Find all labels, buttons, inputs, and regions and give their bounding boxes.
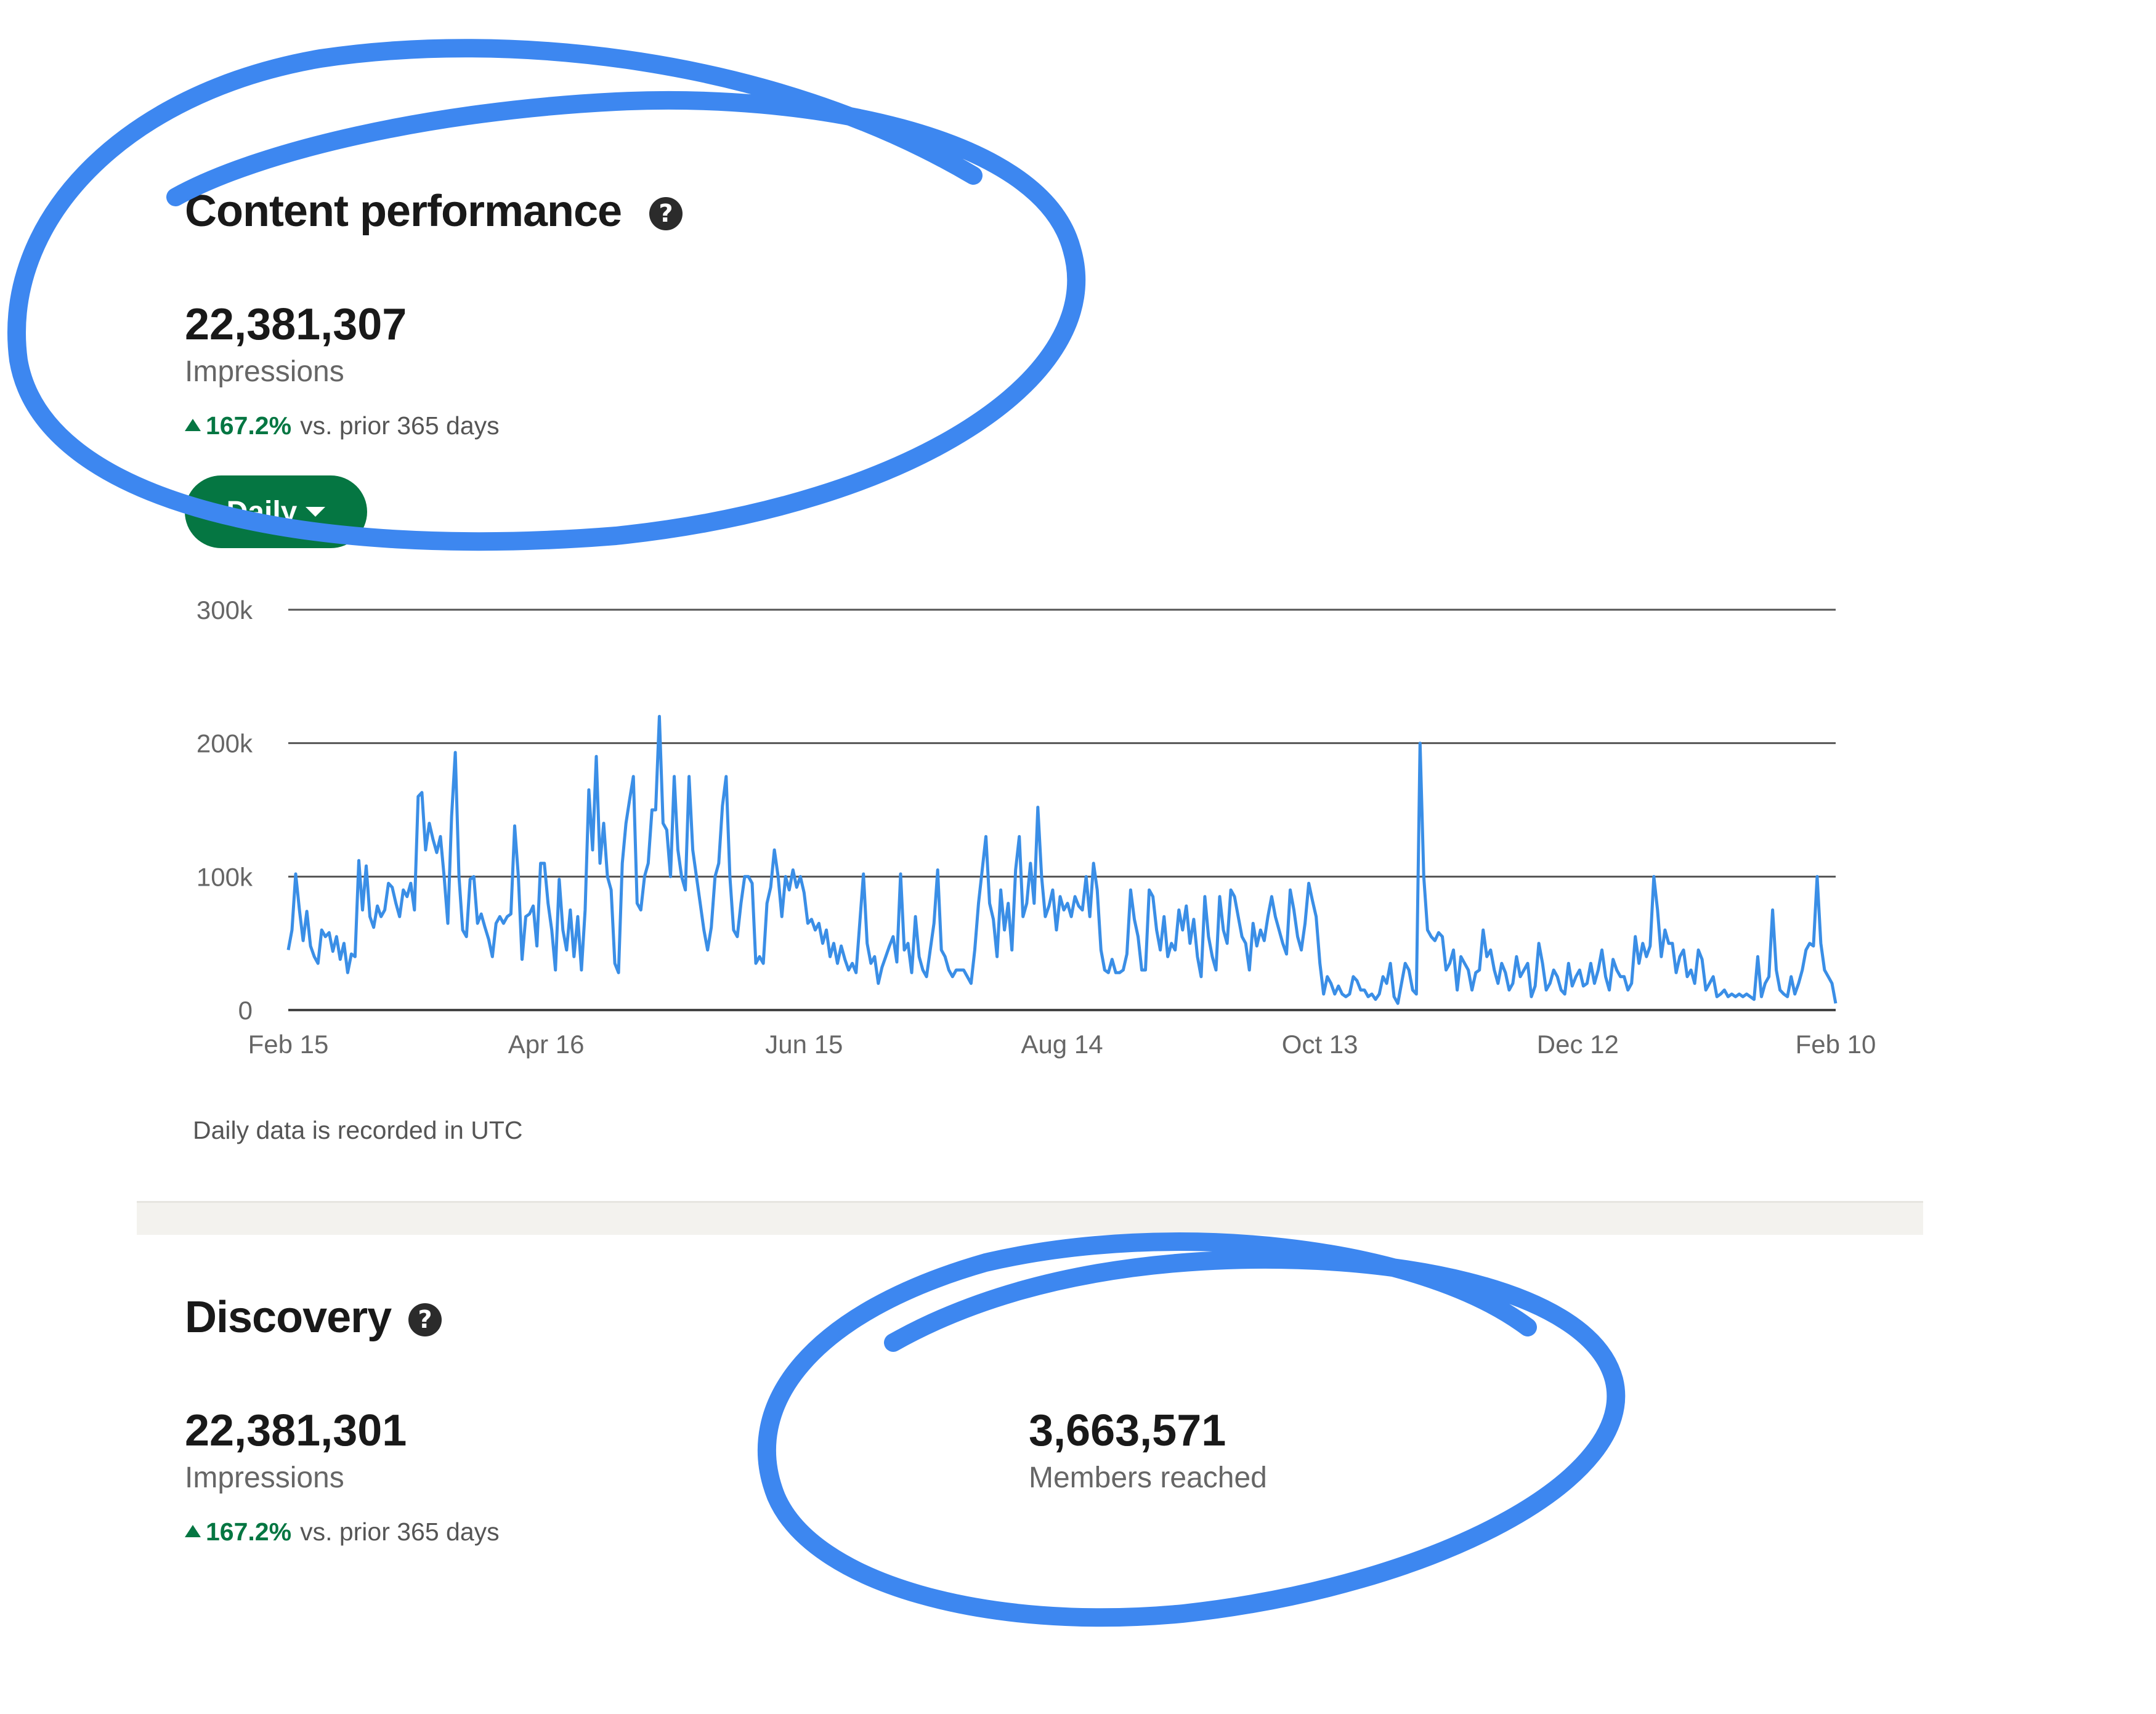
impressions-delta: 167.2% vs. prior 365 days bbox=[185, 411, 500, 440]
discovery-impressions-label: Impressions bbox=[185, 1461, 344, 1494]
question-circle-icon[interactable]: ? bbox=[408, 1303, 442, 1336]
impressions-value: 22,381,307 bbox=[185, 300, 407, 349]
discovery-title: Discovery bbox=[185, 1293, 392, 1342]
impressions-label: Impressions bbox=[185, 355, 344, 388]
y-tick-label: 200k bbox=[197, 729, 253, 758]
discovery-impressions-delta: 167.2% vs. prior 365 days bbox=[185, 1518, 500, 1546]
impressions-line-chart: 0 100k 200k 300k Feb 15 Apr 16 Jun 15 Aug 14 Oct… bbox=[197, 596, 1876, 1059]
delta-percent: 167.2% bbox=[206, 1518, 292, 1546]
discovery-impressions-value: 22,381,301 bbox=[185, 1406, 407, 1455]
y-tick-label: 0 bbox=[238, 996, 253, 1025]
delta-suffix: vs. prior 365 days bbox=[300, 411, 500, 440]
x-tick-label: Feb 15 bbox=[248, 1030, 329, 1059]
x-tick-label: Dec 12 bbox=[1537, 1030, 1619, 1059]
content-performance-title: Content performance bbox=[185, 187, 622, 236]
annotation-oval-members-reached bbox=[758, 1232, 1626, 1627]
impressions-series-line bbox=[286, 714, 1838, 1005]
members-reached-value: 3,663,571 bbox=[1029, 1406, 1226, 1455]
trend-up-icon bbox=[185, 1524, 201, 1537]
members-reached-label: Members reached bbox=[1029, 1461, 1267, 1494]
x-tick-label: Jun 15 bbox=[765, 1030, 843, 1059]
trend-up-icon bbox=[185, 418, 201, 431]
x-tick-label: Aug 14 bbox=[1021, 1030, 1103, 1059]
section-divider bbox=[137, 1201, 1923, 1235]
delta-percent: 167.2% bbox=[206, 411, 292, 440]
x-tick-label: Oct 13 bbox=[1282, 1030, 1358, 1059]
delta-suffix: vs. prior 365 days bbox=[300, 1518, 500, 1546]
x-tick-label: Apr 16 bbox=[508, 1030, 585, 1059]
question-circle-icon[interactable]: ? bbox=[649, 197, 683, 230]
y-tick-label: 300k bbox=[197, 596, 253, 625]
chevron-down-icon bbox=[306, 507, 326, 517]
annotation-oval-content-performance bbox=[7, 39, 1086, 551]
x-tick-label: Feb 10 bbox=[1796, 1030, 1876, 1059]
y-tick-label: 100k bbox=[197, 862, 253, 891]
chart-footnote: Daily data is recorded in UTC bbox=[193, 1116, 523, 1144]
